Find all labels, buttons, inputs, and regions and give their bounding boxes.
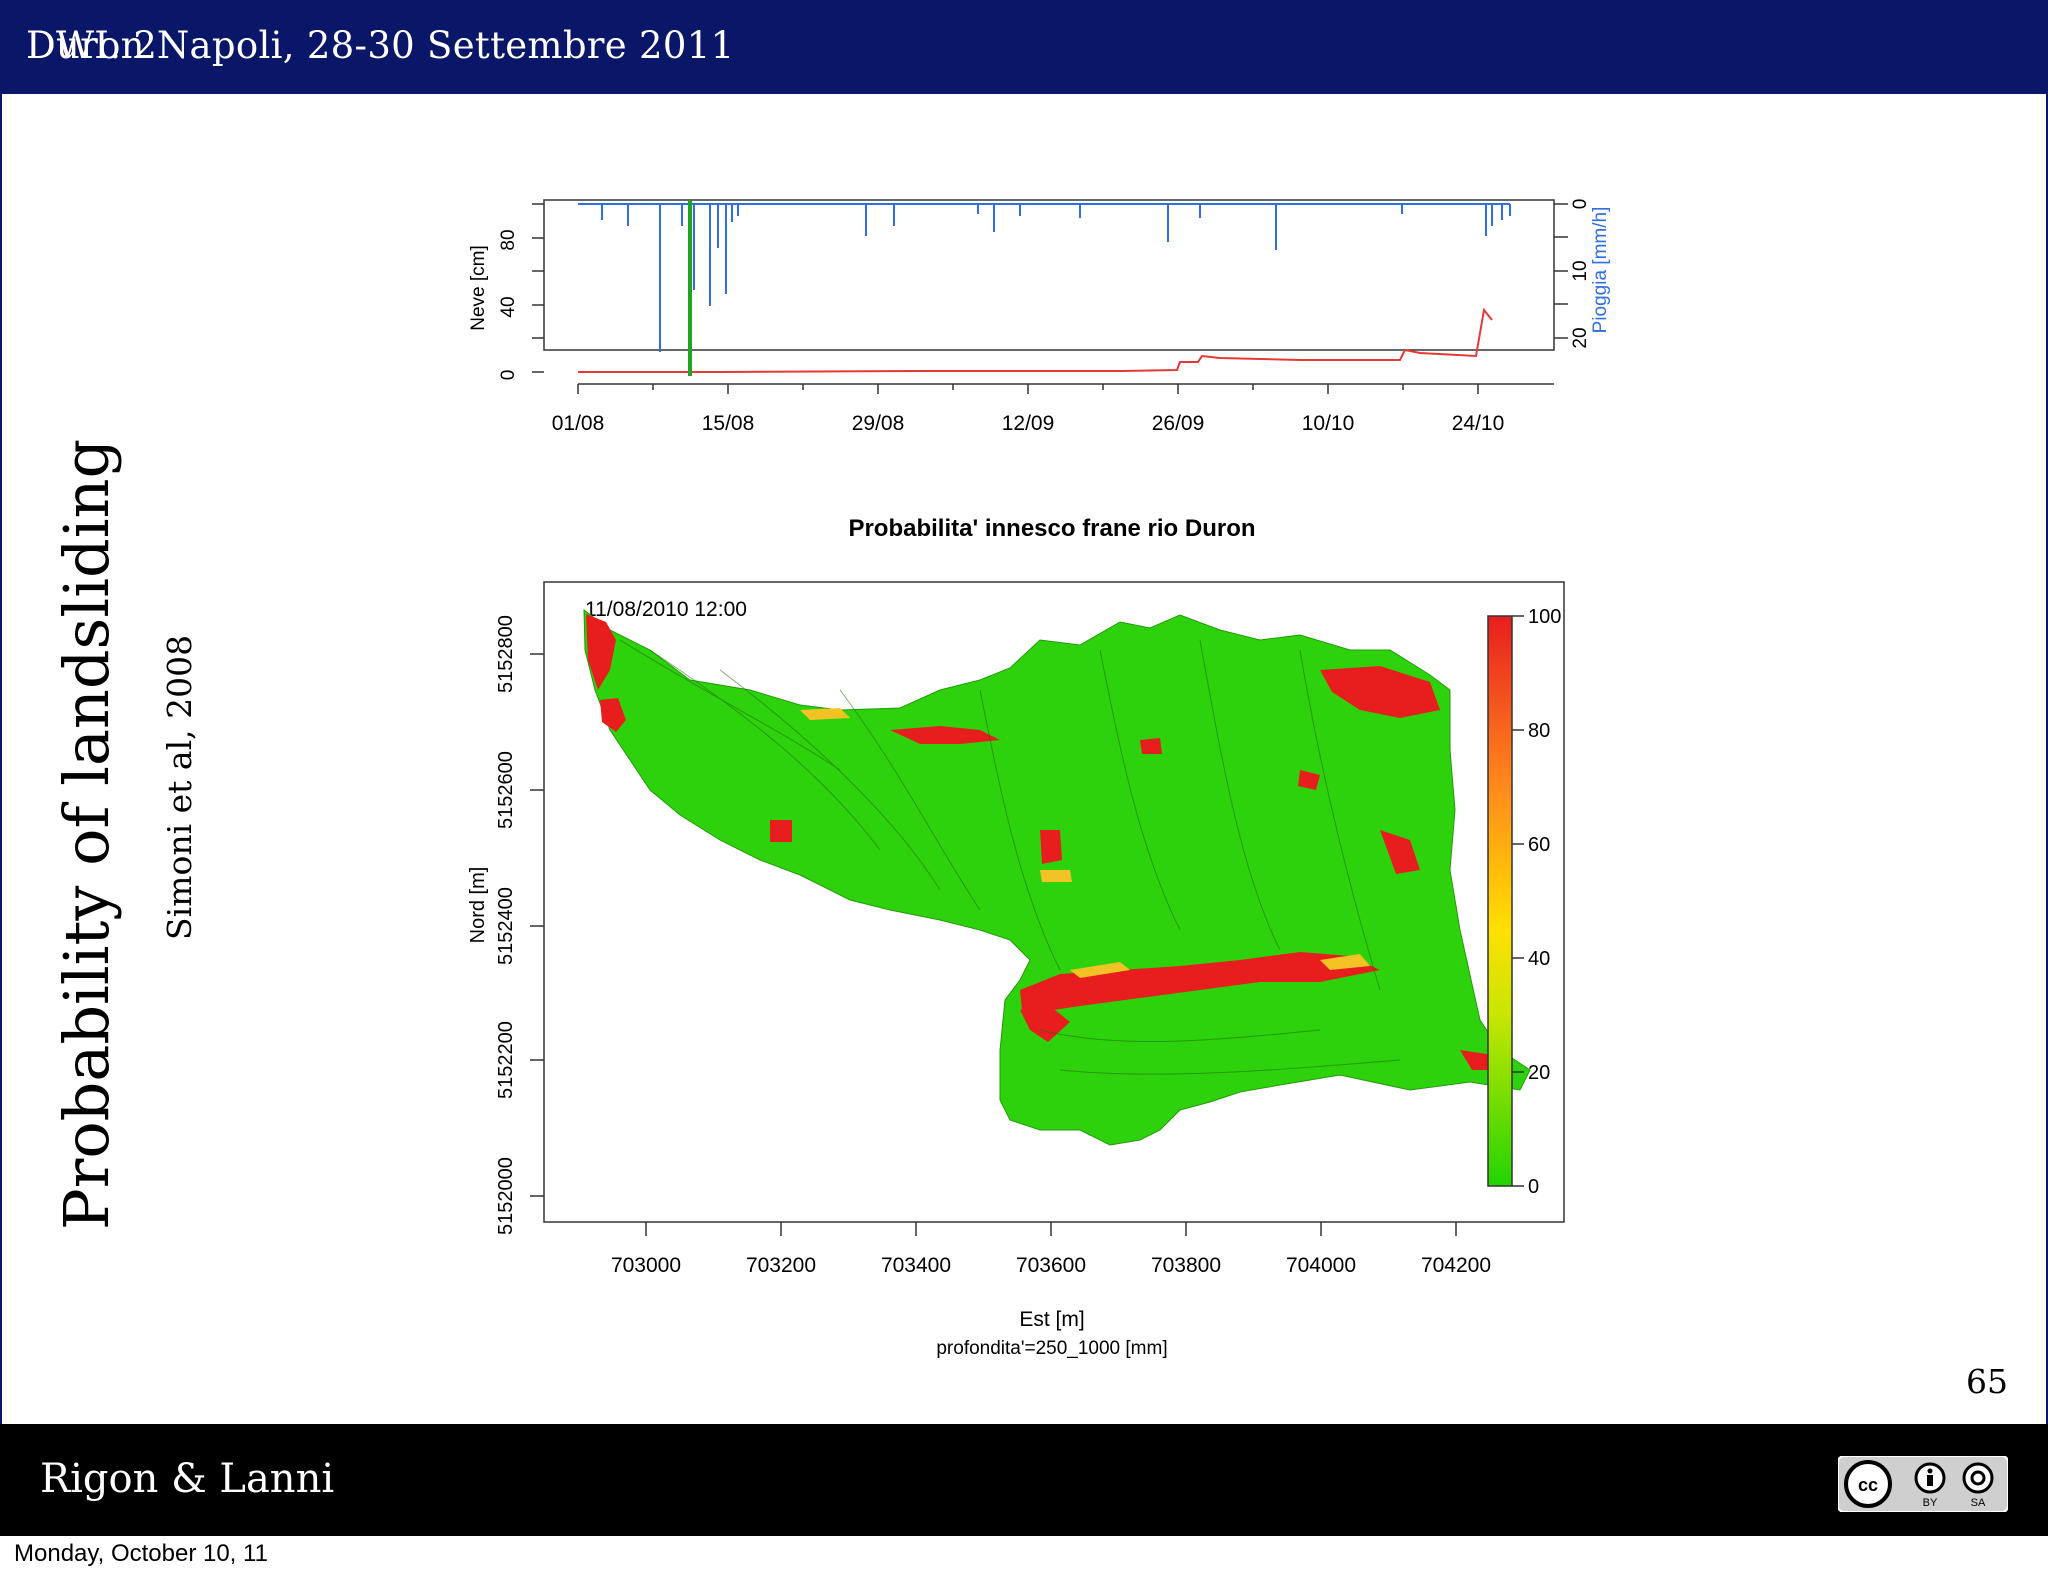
map-y-tick: 5152200	[495, 1021, 517, 1099]
colorbar	[1487, 615, 1513, 1187]
colorbar-label: 0	[1528, 1176, 1539, 1198]
top-right-tick-0: 0	[1570, 199, 1591, 210]
map-x-axis	[645, 1222, 1457, 1236]
colorbar-labels: 0 20 40 60 80 100	[1528, 606, 1561, 1198]
top-left-tick-40: 40	[498, 296, 519, 317]
map-timestamp: 11/08/2010 12:00	[585, 598, 747, 621]
map-plot: Probabilita' innesco frane rio Duron 11/…	[467, 515, 1565, 1359]
top-right-axis-label: Pioggia [mm/h]	[1590, 207, 1611, 334]
header-bar: Duron Napoli, 28-30 Settembre 2011 DWI. …	[0, 0, 2048, 95]
header-overlay-text: DWI. 2	[26, 24, 158, 67]
map-y-tick: 5152600	[495, 751, 517, 829]
map-x-tick: 704200	[1421, 1254, 1491, 1277]
map-x-ticks: 703000 703200 703400 703600 703800 70400…	[611, 1254, 1491, 1277]
footer-authors: Rigon & Lanni	[40, 1456, 335, 1502]
svg-text:BY: BY	[1923, 1497, 1938, 1509]
map-title: Probabilita' innesco frane rio Duron	[848, 515, 1255, 542]
colorbar-ticks	[1512, 615, 1524, 1187]
header-title: Duron Napoli, 28-30 Settembre 2011 DWI. …	[26, 24, 734, 67]
svg-text:cc: cc	[1858, 1475, 1878, 1495]
colorbar-label: 60	[1528, 834, 1550, 856]
colorbar-label: 100	[1528, 606, 1561, 628]
map-x-tick: 704000	[1286, 1254, 1356, 1277]
top-right-axis	[1554, 203, 1568, 339]
top-left-axis-label: Neve [cm]	[468, 245, 489, 331]
top-plot-frame	[543, 199, 1555, 351]
map-x-tick: 703200	[746, 1254, 816, 1277]
top-x-axis	[577, 383, 1554, 394]
top-right-tick-10: 10	[1570, 260, 1591, 281]
date-stamp: Monday, October 10, 11	[14, 1540, 268, 1567]
top-x-ticks: 01/08 15/08 29/08 12/09 26/09 10/10 24/1…	[552, 412, 1505, 435]
top-left-axis	[532, 203, 544, 373]
top-right-tick-20: 20	[1570, 327, 1591, 348]
high-risk-zones	[586, 614, 1506, 1070]
map-x-tick: 703800	[1151, 1254, 1221, 1277]
top-plot: 0 40 80 Neve [cm] 0 10 20 Pioggia [mm/h]	[468, 199, 1611, 435]
rain-series	[578, 203, 1511, 352]
top-x-tick: 10/10	[1302, 412, 1355, 435]
figure: 0 40 80 Neve [cm] 0 10 20 Pioggia [mm/h]	[467, 199, 1611, 1359]
map-y-ticks: 5152000 5152200 5152400 5152600 5152800	[495, 615, 517, 1235]
colorbar-label: 80	[1528, 720, 1550, 742]
map-x-tick: 703600	[1016, 1254, 1086, 1277]
slide-title: Probability of landsliding	[50, 438, 123, 1230]
top-left-tick-80: 80	[498, 229, 519, 250]
slide-citation: Simoni et al, 2008	[160, 634, 199, 940]
svg-text:SA: SA	[1971, 1497, 1986, 1509]
colorbar-label: 20	[1528, 1062, 1550, 1084]
map-x-tick: 703000	[611, 1254, 681, 1277]
map-x-axis-label: Est [m]	[1019, 1308, 1084, 1331]
top-x-tick: 29/08	[852, 412, 905, 435]
header-subtitle: Duron Napoli, 28-30 Settembre 2011	[26, 24, 735, 67]
mid-risk-zones	[800, 708, 1370, 978]
contour-lines	[619, 639, 1401, 1075]
top-left-tick-0: 0	[498, 370, 519, 381]
map-depth-note: profondita'=250_1000 [mm]	[936, 1338, 1167, 1359]
map-y-axis	[530, 653, 544, 1197]
page-number: 65	[1966, 1362, 2008, 1401]
map-x-tick: 703400	[881, 1254, 951, 1277]
top-x-tick: 15/08	[702, 412, 755, 435]
footer-bar: Rigon & Lanni cc BY SA	[0, 1424, 2048, 1536]
map-y-tick: 5152400	[495, 887, 517, 965]
top-x-tick: 01/08	[552, 412, 605, 435]
map-y-tick: 5152800	[495, 615, 517, 693]
map-y-tick: 5152000	[495, 1157, 517, 1235]
top-x-tick: 26/09	[1152, 412, 1205, 435]
snow-series	[578, 307, 1493, 373]
top-x-tick: 12/09	[1002, 412, 1055, 435]
colorbar-label: 40	[1528, 948, 1550, 970]
cc-by-sa-icon: cc BY SA	[1837, 1455, 2009, 1513]
map-y-axis-label: Nord [m]	[467, 867, 489, 944]
top-x-tick: 24/10	[1452, 412, 1505, 435]
